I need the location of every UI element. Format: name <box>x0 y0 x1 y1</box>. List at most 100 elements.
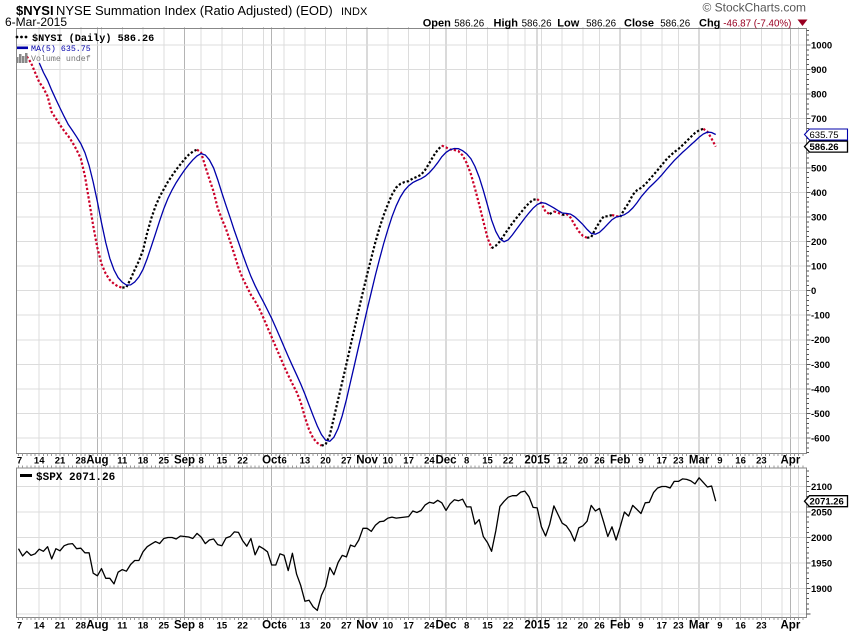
svg-text:12: 12 <box>557 621 568 632</box>
svg-text:300: 300 <box>811 212 827 223</box>
svg-text:27: 27 <box>341 456 352 467</box>
svg-text:Mar: Mar <box>689 620 710 632</box>
svg-text:400: 400 <box>811 188 827 199</box>
svg-text:Feb: Feb <box>610 620 630 632</box>
svg-text:23: 23 <box>673 621 684 632</box>
svg-text:Chg: Chg <box>699 18 720 30</box>
svg-text:8: 8 <box>464 456 469 467</box>
svg-text:17: 17 <box>403 621 414 632</box>
svg-text:-46.87 (-7.40%): -46.87 (-7.40%) <box>723 19 791 30</box>
svg-text:12: 12 <box>557 456 568 467</box>
svg-text:Nov: Nov <box>356 620 378 632</box>
svg-text:28: 28 <box>76 621 87 632</box>
svg-text:9: 9 <box>638 621 643 632</box>
svg-text:200: 200 <box>811 237 827 248</box>
svg-text:Sep: Sep <box>174 455 195 467</box>
svg-text:26: 26 <box>594 456 605 467</box>
svg-text:635.75: 635.75 <box>810 130 839 141</box>
svg-text:15: 15 <box>482 621 493 632</box>
svg-text:Aug: Aug <box>86 620 108 632</box>
svg-text:9: 9 <box>717 621 722 632</box>
svg-text:800: 800 <box>811 90 827 101</box>
svg-text:-500: -500 <box>811 409 830 420</box>
svg-text:20: 20 <box>320 456 331 467</box>
svg-text:2071.26: 2071.26 <box>810 497 844 508</box>
svg-text:28: 28 <box>76 456 87 467</box>
svg-text:1950: 1950 <box>811 559 832 570</box>
svg-text:-300: -300 <box>811 360 830 371</box>
svg-text:17: 17 <box>657 456 668 467</box>
svg-text:24: 24 <box>424 456 435 467</box>
svg-text:-400: -400 <box>811 384 830 395</box>
svg-text:13: 13 <box>300 621 311 632</box>
svg-text:Apr: Apr <box>780 620 800 632</box>
svg-text:22: 22 <box>237 456 248 467</box>
svg-text:14: 14 <box>34 621 45 632</box>
svg-text:Volume undef: Volume undef <box>31 54 91 64</box>
svg-text:26: 26 <box>594 621 605 632</box>
svg-text:2100: 2100 <box>811 482 832 493</box>
svg-text:Mar: Mar <box>689 455 710 467</box>
svg-text:2000: 2000 <box>811 533 832 544</box>
svg-text:Low: Low <box>557 18 579 30</box>
svg-text:-100: -100 <box>811 311 830 322</box>
svg-text:NYSE Summation Index (Ratio Ad: NYSE Summation Index (Ratio Adjusted) (E… <box>56 3 333 18</box>
svg-text:17: 17 <box>657 621 668 632</box>
svg-text:27: 27 <box>341 621 352 632</box>
svg-text:© StockCharts.com: © StockCharts.com <box>702 1 806 15</box>
svg-text:8: 8 <box>198 621 203 632</box>
svg-text:Oct: Oct <box>262 620 281 632</box>
svg-text:Open: Open <box>423 18 451 30</box>
svg-text:25: 25 <box>159 456 170 467</box>
svg-text:15: 15 <box>217 456 228 467</box>
svg-text:-200: -200 <box>811 335 830 346</box>
svg-text:9: 9 <box>638 456 643 467</box>
svg-text:Apr: Apr <box>780 455 800 467</box>
svg-text:-600: -600 <box>811 434 830 445</box>
svg-text:0: 0 <box>811 286 816 297</box>
svg-text:23: 23 <box>756 456 767 467</box>
svg-text:Nov: Nov <box>356 455 378 467</box>
svg-text:586.26: 586.26 <box>454 19 485 30</box>
svg-text:2015: 2015 <box>524 455 550 467</box>
svg-text:20: 20 <box>578 456 589 467</box>
svg-text:15: 15 <box>482 456 493 467</box>
svg-text:8: 8 <box>198 456 203 467</box>
svg-text:$SPX 2071.26: $SPX 2071.26 <box>36 472 115 484</box>
svg-text:10: 10 <box>383 456 394 467</box>
svg-text:7: 7 <box>17 456 22 467</box>
svg-text:500: 500 <box>811 163 827 174</box>
svg-text:6: 6 <box>281 456 286 467</box>
svg-text:24: 24 <box>424 621 435 632</box>
svg-text:23: 23 <box>673 456 684 467</box>
svg-text:High: High <box>494 18 519 30</box>
svg-text:Feb: Feb <box>610 455 630 467</box>
svg-text:21: 21 <box>55 456 66 467</box>
svg-text:14: 14 <box>34 456 45 467</box>
svg-text:$NYSI: $NYSI <box>16 3 54 18</box>
svg-text:1900: 1900 <box>811 584 832 595</box>
svg-text:$NYSI (Daily) 586.26: $NYSI (Daily) 586.26 <box>32 33 154 45</box>
svg-text:13: 13 <box>300 456 311 467</box>
svg-text:2015: 2015 <box>524 620 550 632</box>
svg-text:7: 7 <box>17 621 22 632</box>
svg-text:6: 6 <box>281 621 286 632</box>
svg-text:25: 25 <box>159 621 170 632</box>
svg-text:2050: 2050 <box>811 508 832 519</box>
svg-text:100: 100 <box>811 262 827 273</box>
svg-text:21: 21 <box>55 621 66 632</box>
svg-text:Sep: Sep <box>174 620 195 632</box>
svg-text:23: 23 <box>756 621 767 632</box>
svg-text:MA(5) 635.75: MA(5) 635.75 <box>31 44 91 54</box>
svg-text:Dec: Dec <box>435 620 457 632</box>
svg-text:1000: 1000 <box>811 41 832 52</box>
svg-text:Dec: Dec <box>435 455 457 467</box>
svg-text:586.26: 586.26 <box>586 19 617 30</box>
svg-text:Oct: Oct <box>262 455 281 467</box>
svg-text:6-Mar-2015: 6-Mar-2015 <box>5 15 67 29</box>
svg-text:586.26: 586.26 <box>522 19 553 30</box>
svg-text:22: 22 <box>503 621 514 632</box>
svg-text:16: 16 <box>735 621 746 632</box>
svg-text:22: 22 <box>237 621 248 632</box>
svg-text:8: 8 <box>464 621 469 632</box>
